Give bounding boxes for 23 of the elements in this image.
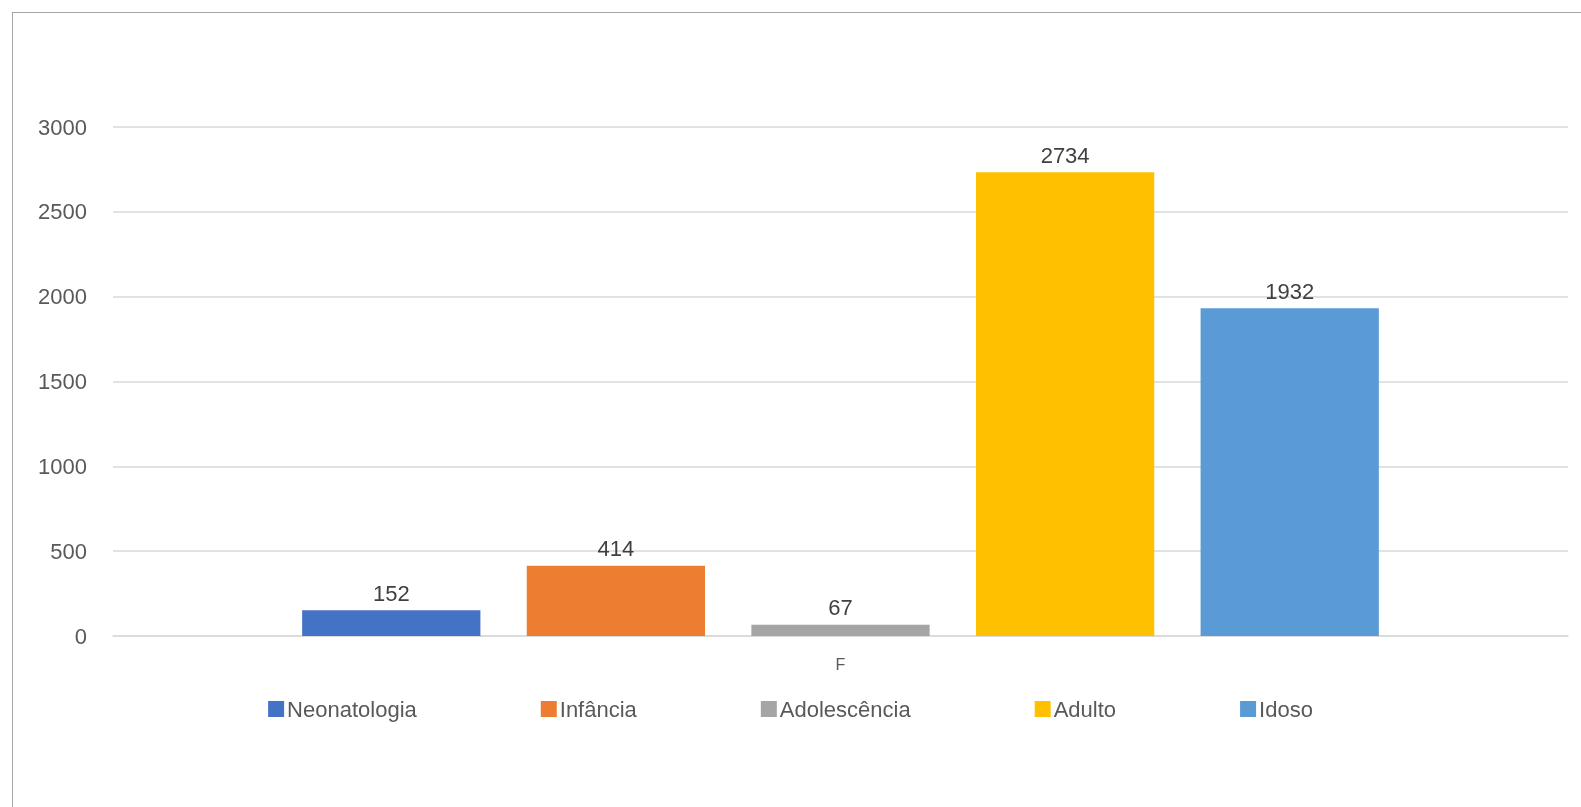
bar xyxy=(1200,308,1379,636)
y-tick-label: 1500 xyxy=(38,369,87,394)
x-tick-label: F xyxy=(835,655,846,673)
y-tick-label: 2500 xyxy=(38,199,87,225)
data-label: 2734 xyxy=(1040,142,1090,168)
legend-label: Idoso xyxy=(1259,696,1313,722)
bar xyxy=(751,624,930,636)
y-tick-label: 500 xyxy=(50,538,87,564)
legend-label: Adulto xyxy=(1053,696,1117,722)
data-label: 414 xyxy=(597,536,635,562)
data-label: 152 xyxy=(372,580,410,606)
y-tick-label: 0 xyxy=(74,623,87,649)
legend-label: Neonatologia xyxy=(287,696,418,722)
bar xyxy=(302,610,481,636)
legend-label: Infância xyxy=(559,696,638,722)
data-label: 67 xyxy=(828,595,853,621)
bar xyxy=(526,565,706,636)
bar xyxy=(975,172,1155,636)
y-tick-label: 1000 xyxy=(38,453,87,479)
y-tick-label: 2000 xyxy=(38,284,87,310)
y-tick-label: 3000 xyxy=(38,114,87,140)
legend-label: Adolescência xyxy=(779,696,912,722)
data-label: 1932 xyxy=(1265,278,1315,304)
